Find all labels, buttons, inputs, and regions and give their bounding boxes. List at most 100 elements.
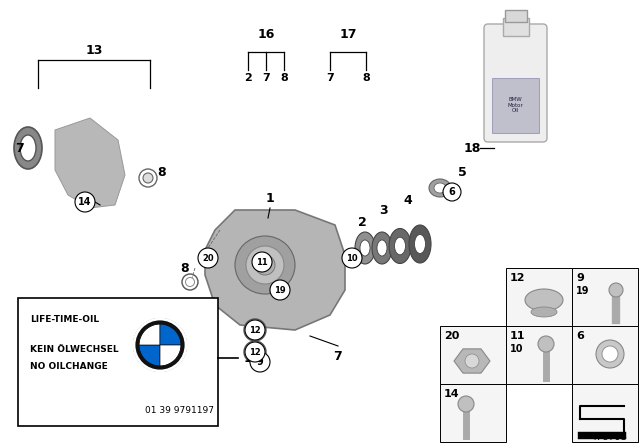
Text: 1: 1 — [266, 191, 275, 204]
Wedge shape — [139, 345, 160, 366]
Circle shape — [75, 192, 95, 212]
Ellipse shape — [458, 396, 474, 412]
Text: 8: 8 — [280, 73, 288, 83]
Circle shape — [245, 342, 265, 362]
Circle shape — [198, 248, 218, 268]
Bar — [18, 298, 218, 426]
Ellipse shape — [235, 236, 295, 294]
Ellipse shape — [531, 307, 557, 317]
Ellipse shape — [139, 169, 157, 187]
Text: 9: 9 — [576, 273, 584, 283]
Text: 16: 16 — [257, 27, 275, 40]
Circle shape — [134, 319, 186, 371]
Ellipse shape — [248, 345, 262, 358]
Ellipse shape — [244, 341, 266, 363]
Ellipse shape — [244, 319, 266, 341]
Ellipse shape — [415, 234, 426, 254]
Ellipse shape — [255, 255, 275, 275]
Wedge shape — [160, 345, 181, 366]
Text: 18: 18 — [463, 142, 481, 155]
Text: 12: 12 — [510, 273, 525, 283]
Text: 7: 7 — [262, 73, 270, 83]
Text: 3: 3 — [379, 203, 387, 216]
Text: 8: 8 — [180, 262, 189, 275]
Ellipse shape — [199, 249, 217, 267]
Circle shape — [270, 280, 290, 300]
Ellipse shape — [389, 228, 411, 263]
Bar — [503, 18, 529, 36]
Ellipse shape — [434, 183, 446, 193]
Bar — [578, 432, 626, 439]
Ellipse shape — [602, 346, 618, 362]
Ellipse shape — [525, 289, 563, 311]
Bar — [505, 10, 527, 22]
Ellipse shape — [596, 340, 624, 368]
Circle shape — [245, 320, 265, 340]
Bar — [572, 384, 638, 442]
Ellipse shape — [20, 135, 36, 161]
Text: BMW
Motor
Oil: BMW Motor Oil — [507, 97, 523, 113]
Text: 11: 11 — [256, 258, 268, 267]
Text: 11: 11 — [510, 331, 525, 341]
Text: 8: 8 — [362, 73, 370, 83]
Text: 20: 20 — [202, 254, 214, 263]
Ellipse shape — [143, 173, 153, 183]
Bar — [440, 326, 506, 384]
Text: 19: 19 — [274, 285, 286, 294]
Text: NO OILCHANGE: NO OILCHANGE — [30, 362, 108, 371]
Ellipse shape — [246, 246, 284, 284]
Text: 14: 14 — [78, 197, 92, 207]
Circle shape — [443, 183, 461, 201]
Text: 10: 10 — [346, 254, 358, 263]
Ellipse shape — [355, 232, 375, 264]
Text: 12: 12 — [249, 348, 261, 357]
Text: LIFE-TIME-OIL: LIFE-TIME-OIL — [30, 315, 99, 324]
Ellipse shape — [182, 274, 198, 290]
Ellipse shape — [377, 240, 387, 256]
Bar — [506, 326, 572, 384]
Bar — [506, 268, 572, 326]
Ellipse shape — [394, 237, 406, 255]
Text: 01 39 9791197: 01 39 9791197 — [145, 406, 214, 415]
Text: 12: 12 — [249, 326, 261, 335]
Text: 8: 8 — [157, 165, 166, 178]
Ellipse shape — [609, 283, 623, 297]
Circle shape — [252, 252, 272, 272]
Circle shape — [342, 248, 362, 268]
Text: 2: 2 — [358, 215, 366, 228]
Text: 2: 2 — [244, 73, 252, 83]
Text: 6: 6 — [576, 331, 584, 341]
Text: 7: 7 — [15, 142, 24, 155]
Ellipse shape — [429, 179, 451, 197]
Polygon shape — [205, 210, 345, 330]
Bar — [572, 326, 638, 384]
Wedge shape — [139, 324, 160, 345]
Text: 6: 6 — [449, 187, 456, 197]
Text: 7: 7 — [333, 349, 342, 362]
Ellipse shape — [248, 323, 262, 336]
Ellipse shape — [186, 277, 195, 287]
Polygon shape — [55, 118, 125, 208]
Ellipse shape — [538, 336, 554, 352]
Text: 7: 7 — [326, 73, 334, 83]
Bar — [440, 384, 506, 442]
Ellipse shape — [203, 253, 213, 263]
Bar — [572, 268, 638, 384]
Ellipse shape — [14, 127, 42, 169]
Ellipse shape — [360, 240, 370, 256]
FancyBboxPatch shape — [484, 24, 547, 142]
Text: 4: 4 — [404, 194, 412, 207]
Text: 13: 13 — [85, 43, 102, 56]
Ellipse shape — [372, 232, 392, 264]
Bar — [492, 78, 539, 133]
Text: 14: 14 — [444, 389, 460, 399]
Text: 10: 10 — [510, 344, 524, 354]
Text: KEIN ÖLWECHSEL: KEIN ÖLWECHSEL — [30, 345, 118, 354]
Circle shape — [465, 354, 479, 368]
Circle shape — [250, 352, 270, 372]
Polygon shape — [38, 82, 140, 215]
Text: 17: 17 — [339, 27, 356, 40]
Text: 9: 9 — [257, 357, 264, 367]
Wedge shape — [160, 324, 181, 345]
Text: 19: 19 — [576, 286, 589, 296]
